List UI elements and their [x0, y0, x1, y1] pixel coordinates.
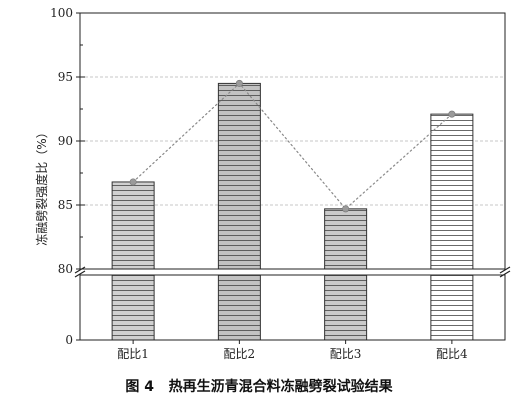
y-tick-label: 100 — [50, 6, 73, 20]
lower-axes-frame — [79, 274, 506, 341]
bar-4-base-hatch — [430, 274, 474, 341]
data-point-1 — [129, 178, 137, 186]
y-tick-label: 85 — [58, 198, 73, 212]
bar-2-hatch — [217, 82, 261, 270]
x-tick-label: 配比2 — [224, 347, 256, 361]
trend-line — [132, 82, 453, 210]
bar-4-hatch — [430, 113, 474, 270]
bar-1-base-hatch — [111, 274, 155, 341]
axis-break-mark — [499, 270, 511, 278]
bar-3-hatch — [324, 208, 368, 270]
x-tick-label: 配比1 — [117, 347, 149, 361]
data-point-3 — [342, 205, 350, 213]
axis-break-mark — [74, 270, 86, 278]
y-tick-label: 80 — [58, 262, 73, 276]
y-tick-label: 0 — [65, 333, 73, 347]
axis-break-mark — [74, 266, 86, 274]
bar-3-base-hatch — [324, 274, 368, 341]
data-point-2 — [235, 79, 243, 87]
axis-break-mark — [499, 266, 511, 274]
figure-caption: 图 4 热再生沥青混合料冻融劈裂试验结果 — [125, 378, 393, 395]
y-axis-label: 冻融劈裂强度比（%） — [34, 126, 49, 245]
x-tick-label: 配比3 — [330, 347, 362, 361]
bar-2-base-hatch — [217, 274, 261, 341]
y-tick-label: 95 — [58, 70, 73, 84]
bar-1-hatch — [111, 181, 155, 270]
x-tick-label: 配比4 — [436, 347, 468, 361]
y-tick-label: 90 — [58, 134, 73, 148]
data-point-4 — [448, 110, 456, 118]
